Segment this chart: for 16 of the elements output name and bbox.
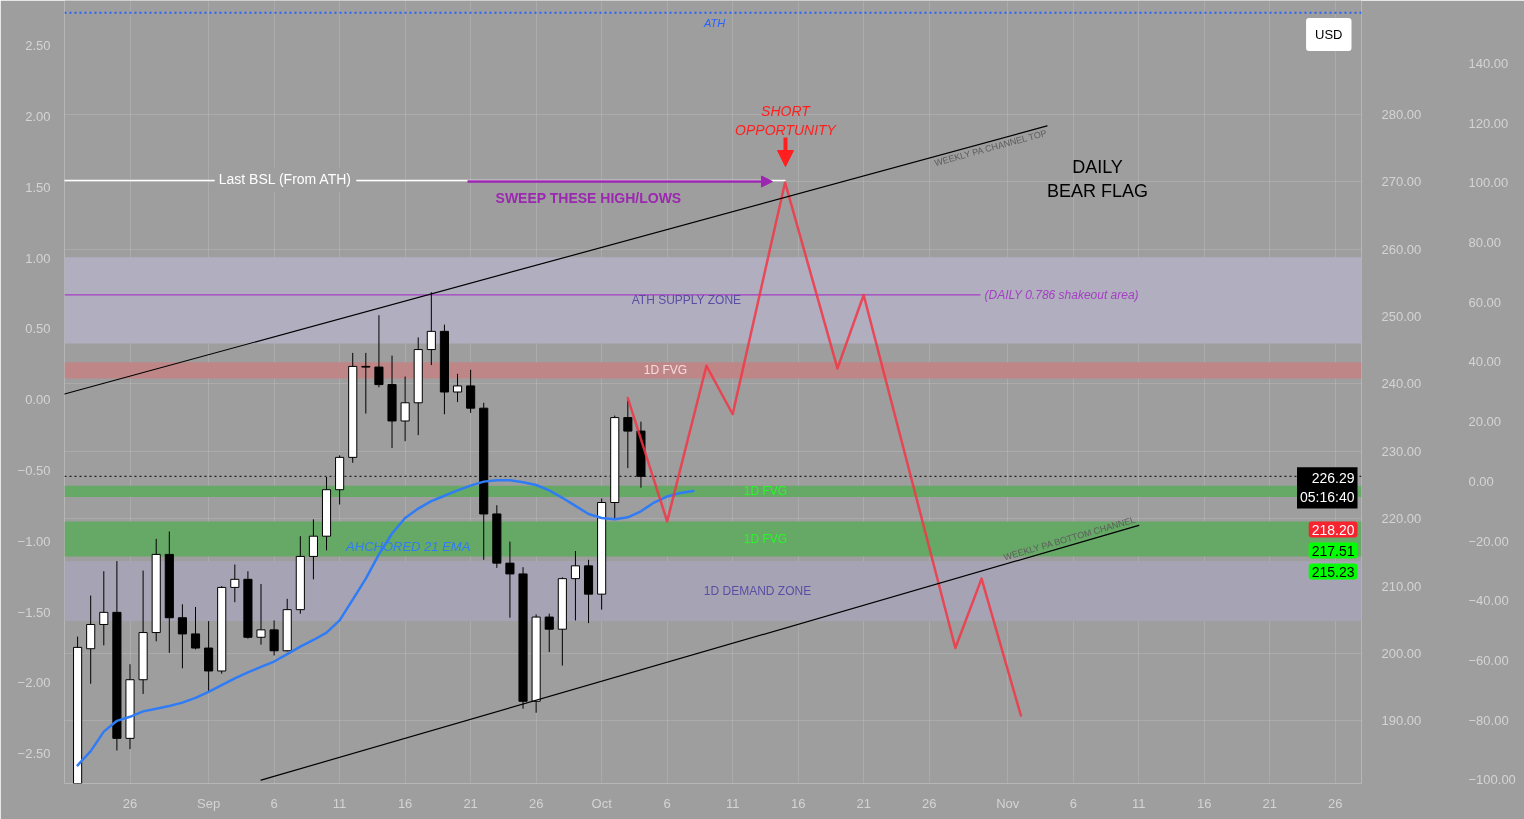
annotation: SHORT OPPORTUNITY <box>735 102 838 139</box>
annotation: SWEEP THESE HIGH/LOWS <box>495 189 682 206</box>
band-label: 1D FVG <box>643 363 688 378</box>
band-label: 1D FVG <box>743 531 788 546</box>
ref-line-label: (DAILY 0.786 shakeout area) <box>984 287 1139 302</box>
annotation: 215.23 <box>1311 563 1355 580</box>
band-label: 1D FVG <box>743 484 788 499</box>
ref-line-label: ATH <box>702 16 726 29</box>
annotation: 218.20 <box>1311 521 1355 538</box>
band-label: ATH SUPPLY ZONE <box>631 293 742 308</box>
annotation: DAILY BEAR FLAG <box>1046 156 1149 201</box>
annotation: USD <box>1315 27 1343 42</box>
annotation: 217.51 <box>1311 542 1355 559</box>
series-label: Last BSL (From ATH) <box>218 171 351 188</box>
band-label: 1D DEMAND ZONE <box>703 584 812 599</box>
ref-line-label: 226.29 05:16:40 <box>1300 470 1355 506</box>
